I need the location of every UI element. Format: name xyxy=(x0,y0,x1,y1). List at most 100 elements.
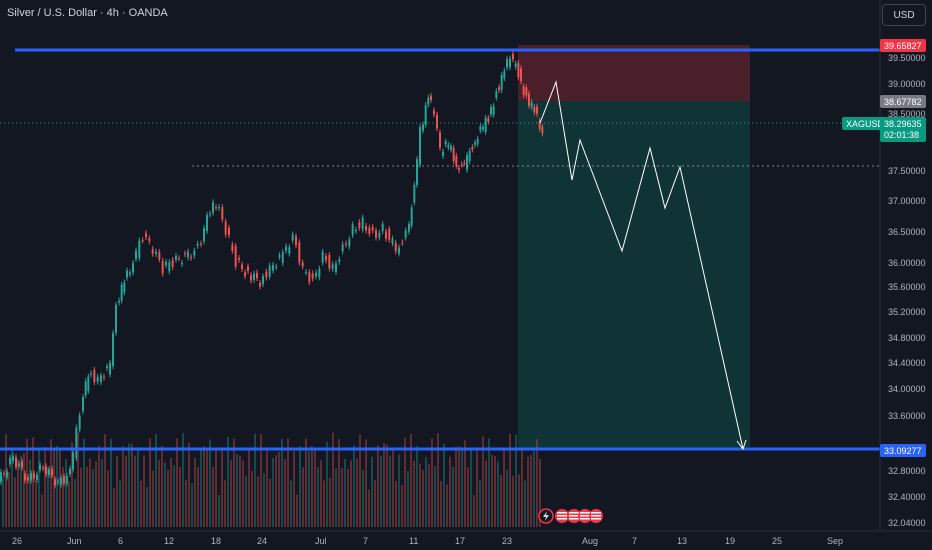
candles xyxy=(0,50,544,489)
time-tick: 12 xyxy=(164,536,174,546)
volume-bar xyxy=(197,466,199,527)
volume-bar xyxy=(425,457,427,527)
candle-body xyxy=(87,376,90,391)
volume-bar xyxy=(164,462,166,527)
candle-body xyxy=(193,250,196,256)
candle-body xyxy=(63,476,65,484)
volume-bar xyxy=(419,463,421,527)
volume-bar xyxy=(467,467,469,527)
volume-bar xyxy=(53,450,55,527)
candle-body xyxy=(161,260,164,274)
volume-bar xyxy=(77,432,79,527)
candle-body xyxy=(517,62,520,78)
candle-body xyxy=(351,224,354,235)
candle-body xyxy=(268,265,271,277)
candle-body xyxy=(514,63,517,67)
candle-body xyxy=(212,202,214,213)
candle-body xyxy=(66,476,68,484)
volume-bar xyxy=(326,441,328,527)
candle-body xyxy=(404,230,407,238)
volume-bar xyxy=(38,450,40,527)
candle-body xyxy=(30,472,32,481)
volume-bar xyxy=(32,437,34,527)
volume-bar xyxy=(353,445,355,527)
us-flag-icon[interactable] xyxy=(589,509,603,523)
volume-bar xyxy=(404,437,406,527)
candle-body xyxy=(82,397,84,412)
volume-bar xyxy=(152,470,154,527)
volume-bar xyxy=(11,449,13,527)
volume-bar xyxy=(206,450,208,527)
volume-bar xyxy=(524,480,526,527)
event-icons[interactable] xyxy=(538,508,603,524)
candle-body xyxy=(490,107,492,115)
candle-body xyxy=(238,258,240,260)
candle-body xyxy=(244,272,246,277)
volume-bar xyxy=(89,458,91,527)
projection-path xyxy=(539,80,744,450)
volume-bar xyxy=(155,434,157,527)
candle-body xyxy=(93,369,96,383)
volume-bar xyxy=(41,494,43,527)
volume-bar xyxy=(185,479,187,527)
candle-body xyxy=(512,53,514,60)
volume-bar xyxy=(398,454,400,527)
volume-bar xyxy=(377,445,379,527)
candle-body xyxy=(112,333,114,367)
candle-body xyxy=(109,362,111,375)
price-tick: 37.00000 xyxy=(888,196,926,206)
volume-bar xyxy=(257,476,259,527)
volume-bar xyxy=(455,446,457,527)
candle-body xyxy=(75,427,78,459)
volume-bar xyxy=(149,438,151,527)
time-tick: 6 xyxy=(118,536,123,546)
candle-body xyxy=(155,251,157,254)
volume-bar xyxy=(332,432,334,527)
volume-bar xyxy=(26,438,28,527)
candle-body xyxy=(78,415,81,430)
candle-body xyxy=(0,471,2,483)
candle-body xyxy=(533,107,536,113)
volume-bar xyxy=(5,434,7,527)
volume-bar xyxy=(374,480,376,527)
us-flag-icon[interactable] xyxy=(567,509,581,523)
price-tick: 32.40000 xyxy=(888,492,926,502)
candle-body xyxy=(466,155,468,170)
candle-body xyxy=(345,243,347,245)
candle-body xyxy=(500,75,503,91)
time-tick: Sep xyxy=(827,536,843,546)
volume-bar xyxy=(227,436,229,527)
candle-body xyxy=(48,469,50,475)
candle-body xyxy=(126,270,128,278)
candle-body xyxy=(358,222,361,228)
volume-bar xyxy=(170,457,172,527)
candle-body xyxy=(422,124,424,131)
candle-body xyxy=(413,184,416,203)
volume-bars xyxy=(2,432,541,527)
price-tick: 34.40000 xyxy=(888,358,926,368)
currency-button[interactable]: USD xyxy=(882,4,926,26)
volume-bar xyxy=(431,438,433,527)
volume-bar xyxy=(272,458,274,527)
candle-body xyxy=(224,221,227,235)
candle-body xyxy=(520,68,522,82)
volume-bar xyxy=(287,438,289,527)
candle-body xyxy=(295,236,297,246)
current-price-label: 38.29635 xyxy=(884,119,922,129)
volume-bar xyxy=(518,474,520,527)
candle-body xyxy=(54,479,56,486)
us-flag-icon[interactable] xyxy=(578,509,592,523)
volume-bar xyxy=(500,474,502,527)
time-tick: 25 xyxy=(772,536,782,546)
volume-bar xyxy=(65,458,67,527)
volume-bar xyxy=(146,486,148,527)
candle-body xyxy=(442,151,444,156)
candle-body xyxy=(33,473,35,479)
volume-bar xyxy=(536,439,538,527)
symbol-label: XAGUSD xyxy=(846,119,885,129)
volume-bar xyxy=(71,442,73,527)
candle-body xyxy=(468,150,471,162)
us-flag-icon[interactable] xyxy=(555,509,569,523)
